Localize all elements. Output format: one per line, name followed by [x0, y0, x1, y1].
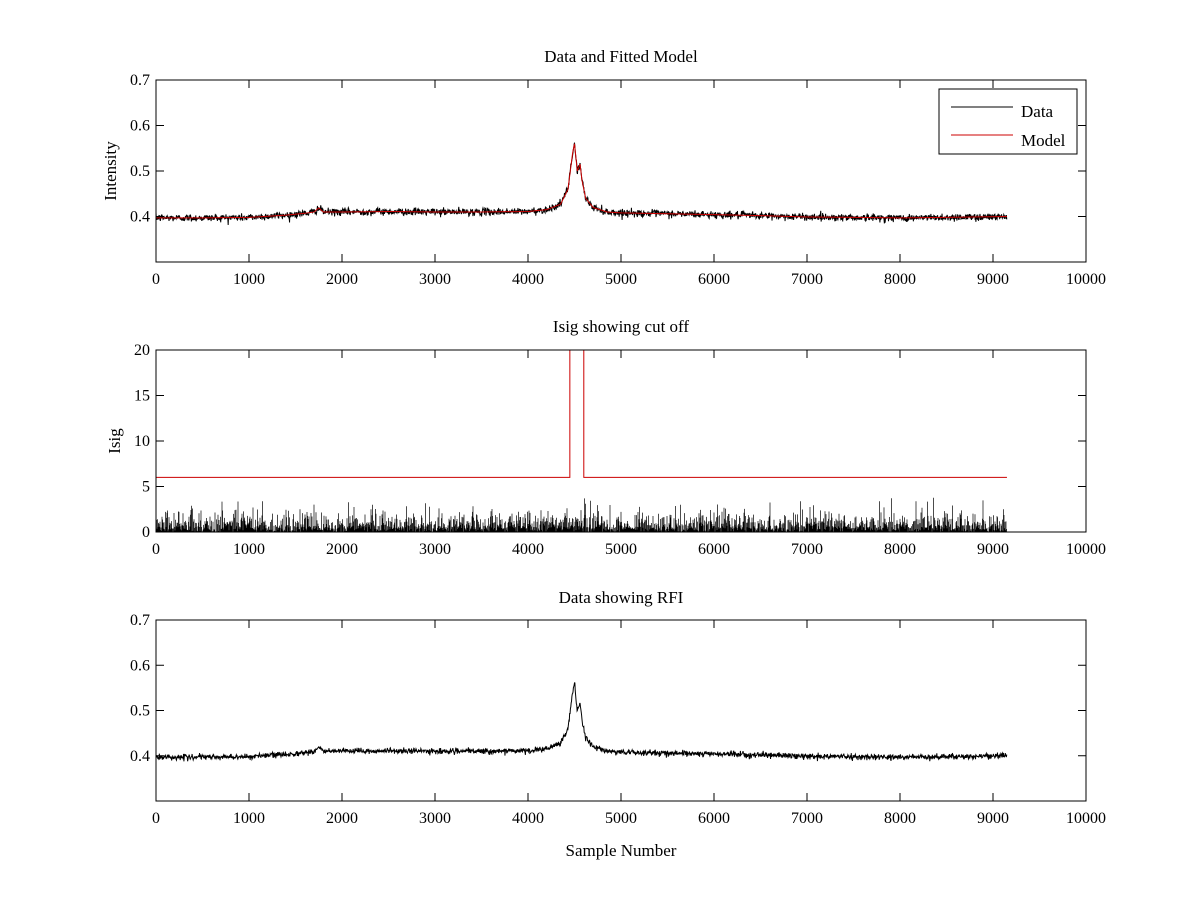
y-axis: 0.4 0.5 0.6 0.7	[130, 72, 1086, 226]
y-tick-label: 0.6	[130, 657, 150, 674]
x-tick-label: 2000	[326, 810, 358, 827]
x-tick-label: 6000	[698, 271, 730, 288]
x-tick-label: 3000	[419, 810, 451, 827]
panel-data-showing-rfi: Data showing RFI Sample Number 0 1000 2000…	[130, 588, 1106, 860]
series-1	[156, 350, 1007, 478]
x-tick-label: 4000	[512, 271, 544, 288]
plot-area	[156, 142, 1008, 225]
chart-title: Data showing RFI	[559, 588, 684, 607]
x-tick-label: 3000	[419, 541, 451, 558]
x-tick-label: 2000	[326, 541, 358, 558]
x-axis: 0 1000 2000 3000 4000 5000 6000 7000 8000 9000 100…	[152, 80, 1106, 288]
x-tick-label: 4000	[512, 810, 544, 827]
x-tick-label: 3000	[419, 271, 451, 288]
y-tick-label: 10	[134, 433, 150, 450]
x-axis: 0 1000 2000 3000 4000 5000 6000 7000 8000 9000 100…	[152, 350, 1106, 558]
legend-box	[938, 88, 1078, 155]
x-tick-label: 8000	[884, 810, 916, 827]
x-tick-label: 9000	[977, 271, 1009, 288]
axes-frame	[155, 349, 1087, 533]
panel-data-and-fitted-model: Data and Fitted Model Intensity 0 1000 200…	[101, 47, 1106, 288]
x-tick-label: 8000	[884, 271, 916, 288]
series-0	[156, 497, 1007, 532]
series-0	[156, 682, 1008, 762]
x-tick-label: 6000	[698, 810, 730, 827]
y-axis: 0.4 0.5 0.6 0.7	[130, 612, 1086, 765]
x-tick-label: 6000	[698, 541, 730, 558]
legend: Data Model	[938, 88, 1078, 155]
x-tick-label: 10000	[1066, 541, 1106, 558]
panel-isig-showing-cut-off: Isig showing cut off Isig 0 1000 2000 3000 4…	[105, 317, 1106, 558]
x-tick-label: 5000	[605, 541, 637, 558]
plot-area	[156, 350, 1007, 532]
y-tick-label: 0.7	[130, 612, 150, 629]
series-model	[156, 143, 1007, 219]
axes-frame	[155, 619, 1087, 802]
y-tick-label: 0.7	[130, 72, 150, 89]
y-tick-label: 0.6	[130, 118, 150, 135]
y-tick-label: 0.5	[130, 163, 150, 180]
y-axis-label: Intensity	[101, 141, 120, 201]
x-tick-label: 0	[152, 271, 160, 288]
x-tick-label: 0	[152, 810, 160, 827]
x-tick-label: 5000	[605, 810, 637, 827]
x-tick-label: 10000	[1066, 810, 1106, 827]
legend-entry-data: Data	[1021, 102, 1054, 121]
x-tick-label: 10000	[1066, 271, 1106, 288]
x-tick-label: 9000	[977, 810, 1009, 827]
y-axis: 0 5 10 15 20	[134, 342, 1086, 541]
x-tick-label: 4000	[512, 541, 544, 558]
legend-entry-model: Model	[1021, 131, 1066, 150]
x-tick-label: 7000	[791, 541, 823, 558]
x-tick-label: 2000	[326, 271, 358, 288]
x-tick-label: 7000	[791, 810, 823, 827]
x-tick-label: 9000	[977, 541, 1009, 558]
y-tick-label: 0.5	[130, 703, 150, 720]
x-tick-label: 1000	[233, 810, 265, 827]
y-tick-label: 0.4	[130, 209, 150, 226]
y-tick-label: 5	[142, 479, 150, 496]
x-tick-label: 5000	[605, 271, 637, 288]
x-tick-label: 7000	[791, 271, 823, 288]
y-tick-label: 20	[134, 342, 150, 359]
y-axis-label: Isig	[105, 428, 124, 454]
x-tick-label: 1000	[233, 541, 265, 558]
series-data	[156, 142, 1008, 225]
x-axis: 0 1000 2000 3000 4000 5000 6000 7000 8000 9000 100…	[152, 620, 1106, 827]
y-tick-label: 0.4	[130, 748, 150, 765]
plot-area	[156, 682, 1008, 762]
x-axis-label: Sample Number	[566, 841, 677, 860]
chart-title: Isig showing cut off	[553, 317, 689, 336]
x-tick-label: 1000	[233, 271, 265, 288]
y-tick-label: 15	[134, 388, 150, 405]
x-tick-label: 0	[152, 541, 160, 558]
y-tick-label: 0	[142, 524, 150, 541]
x-tick-label: 8000	[884, 541, 916, 558]
chart-title: Data and Fitted Model	[544, 47, 698, 66]
